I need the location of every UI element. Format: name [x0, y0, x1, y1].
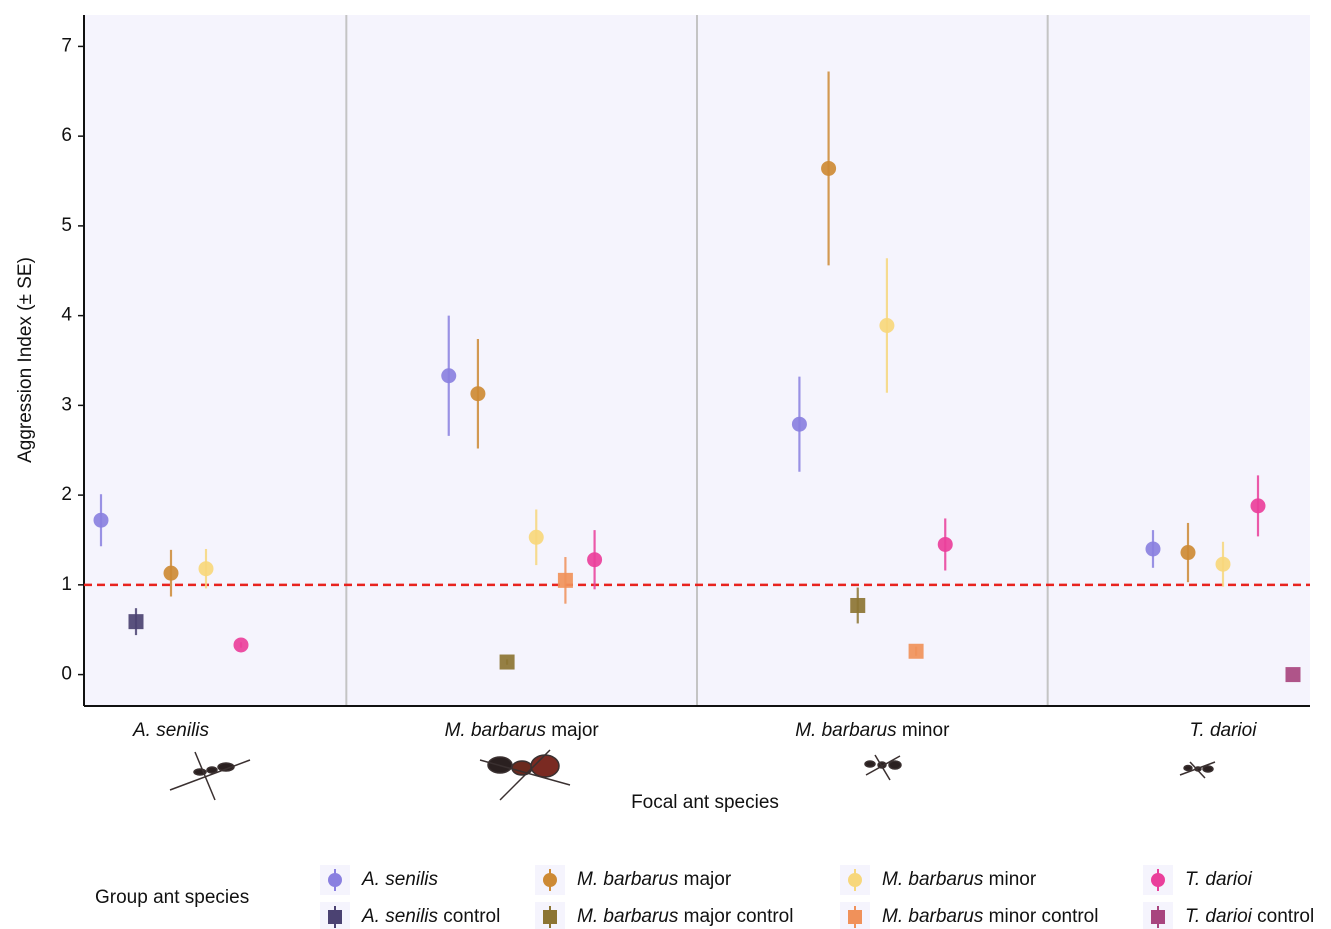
point: [587, 552, 603, 568]
point: [821, 160, 837, 176]
y-tick-label: 4: [61, 305, 72, 326]
y-tick-label: 3: [61, 394, 72, 415]
point: [163, 565, 179, 581]
y-tick-label: 7: [61, 35, 72, 56]
legend-label: A. senilis: [361, 869, 439, 890]
y-tick-label: 0: [61, 664, 72, 685]
legend-key: [543, 910, 557, 924]
legend-label: M. barbarus major: [577, 869, 732, 890]
y-tick-label: 6: [61, 125, 72, 146]
point: [1145, 541, 1161, 557]
y-axis-title: Aggression Index (± SE): [15, 257, 36, 463]
legend-label: M. barbarus minor: [882, 869, 1037, 890]
point: [128, 614, 144, 630]
legend-key: [328, 910, 342, 924]
legend-label: A. senilis control: [361, 906, 500, 927]
point: [233, 637, 249, 653]
point: [470, 386, 486, 402]
point: [1250, 498, 1266, 514]
point: [908, 643, 924, 659]
point: [1215, 556, 1231, 572]
x-tick-label: M. barbarus major: [445, 720, 600, 741]
y-tick-label: 1: [61, 574, 72, 595]
point: [1285, 667, 1301, 683]
legend-key: [1151, 873, 1165, 887]
point: [1180, 545, 1196, 561]
point: [879, 318, 895, 334]
x-tick-label: A. senilis: [132, 720, 210, 741]
x-tick-label: T. darioi: [1190, 720, 1258, 741]
y-tick-label: 5: [61, 215, 72, 236]
legend-label: T. darioi control: [1185, 906, 1314, 927]
ant-illustrations: [169, 749, 1216, 801]
legend-key: [543, 873, 557, 887]
legend-key: [328, 873, 342, 887]
point: [791, 416, 807, 432]
point: [441, 368, 457, 384]
legend-key: [1151, 910, 1165, 924]
legend-title: Group ant species: [95, 887, 249, 908]
point: [850, 597, 866, 613]
y-tick-label: 2: [61, 484, 72, 505]
legend-key: [848, 873, 862, 887]
legend-label: M. barbarus major control: [577, 906, 793, 927]
point: [198, 561, 214, 577]
x-tick-label: M. barbarus minor: [795, 720, 950, 741]
legend-key: [848, 910, 862, 924]
legend-label: M. barbarus minor control: [882, 906, 1098, 927]
point: [557, 572, 573, 588]
x-axis-title: Focal ant species: [631, 792, 779, 813]
point: [499, 654, 515, 670]
point: [93, 512, 109, 528]
point: [937, 536, 953, 552]
legend-label: T. darioi: [1185, 869, 1253, 890]
point: [528, 529, 544, 545]
